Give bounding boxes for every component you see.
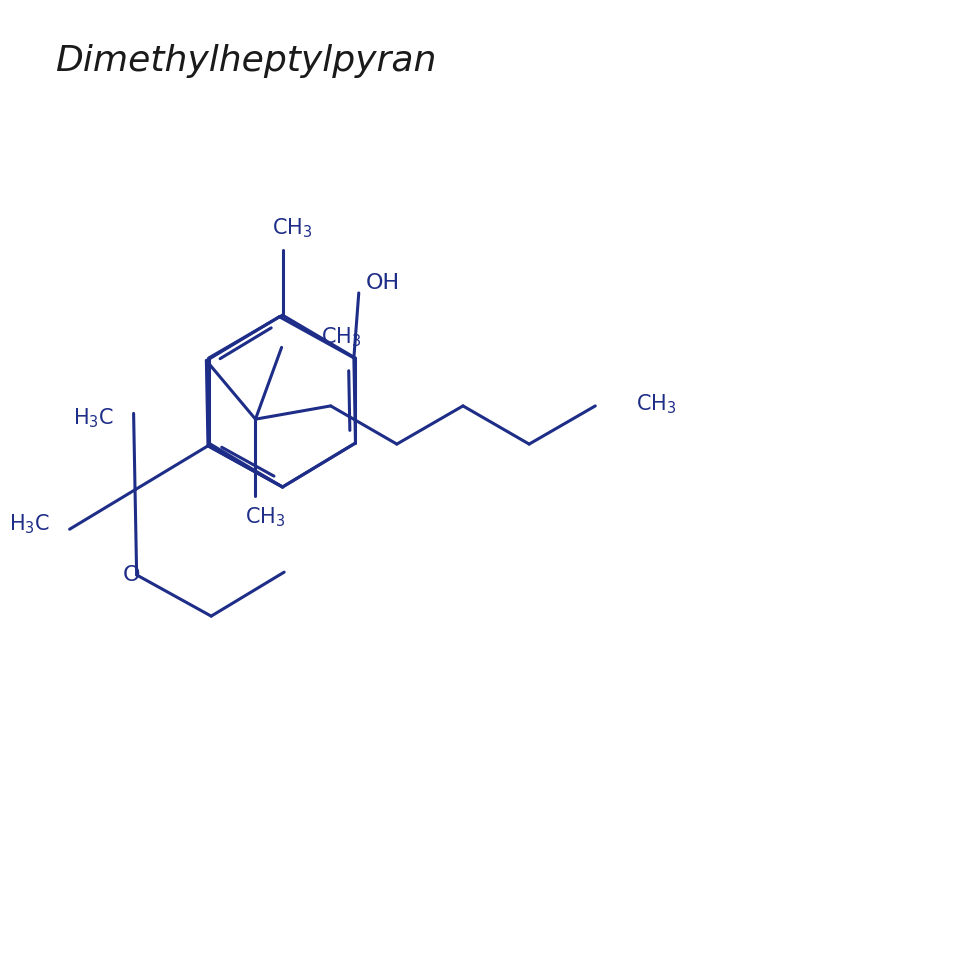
Text: OH: OH (367, 273, 400, 293)
Text: H$_3$C: H$_3$C (73, 407, 114, 430)
Text: CH$_3$: CH$_3$ (636, 392, 677, 416)
Text: CH$_3$: CH$_3$ (320, 325, 362, 350)
Text: CH$_3$: CH$_3$ (245, 506, 285, 529)
Text: O: O (123, 564, 140, 585)
Text: Dimethylheptylpyran: Dimethylheptylpyran (55, 44, 436, 78)
Text: H$_3$C: H$_3$C (9, 513, 50, 536)
Text: CH$_3$: CH$_3$ (272, 217, 313, 240)
